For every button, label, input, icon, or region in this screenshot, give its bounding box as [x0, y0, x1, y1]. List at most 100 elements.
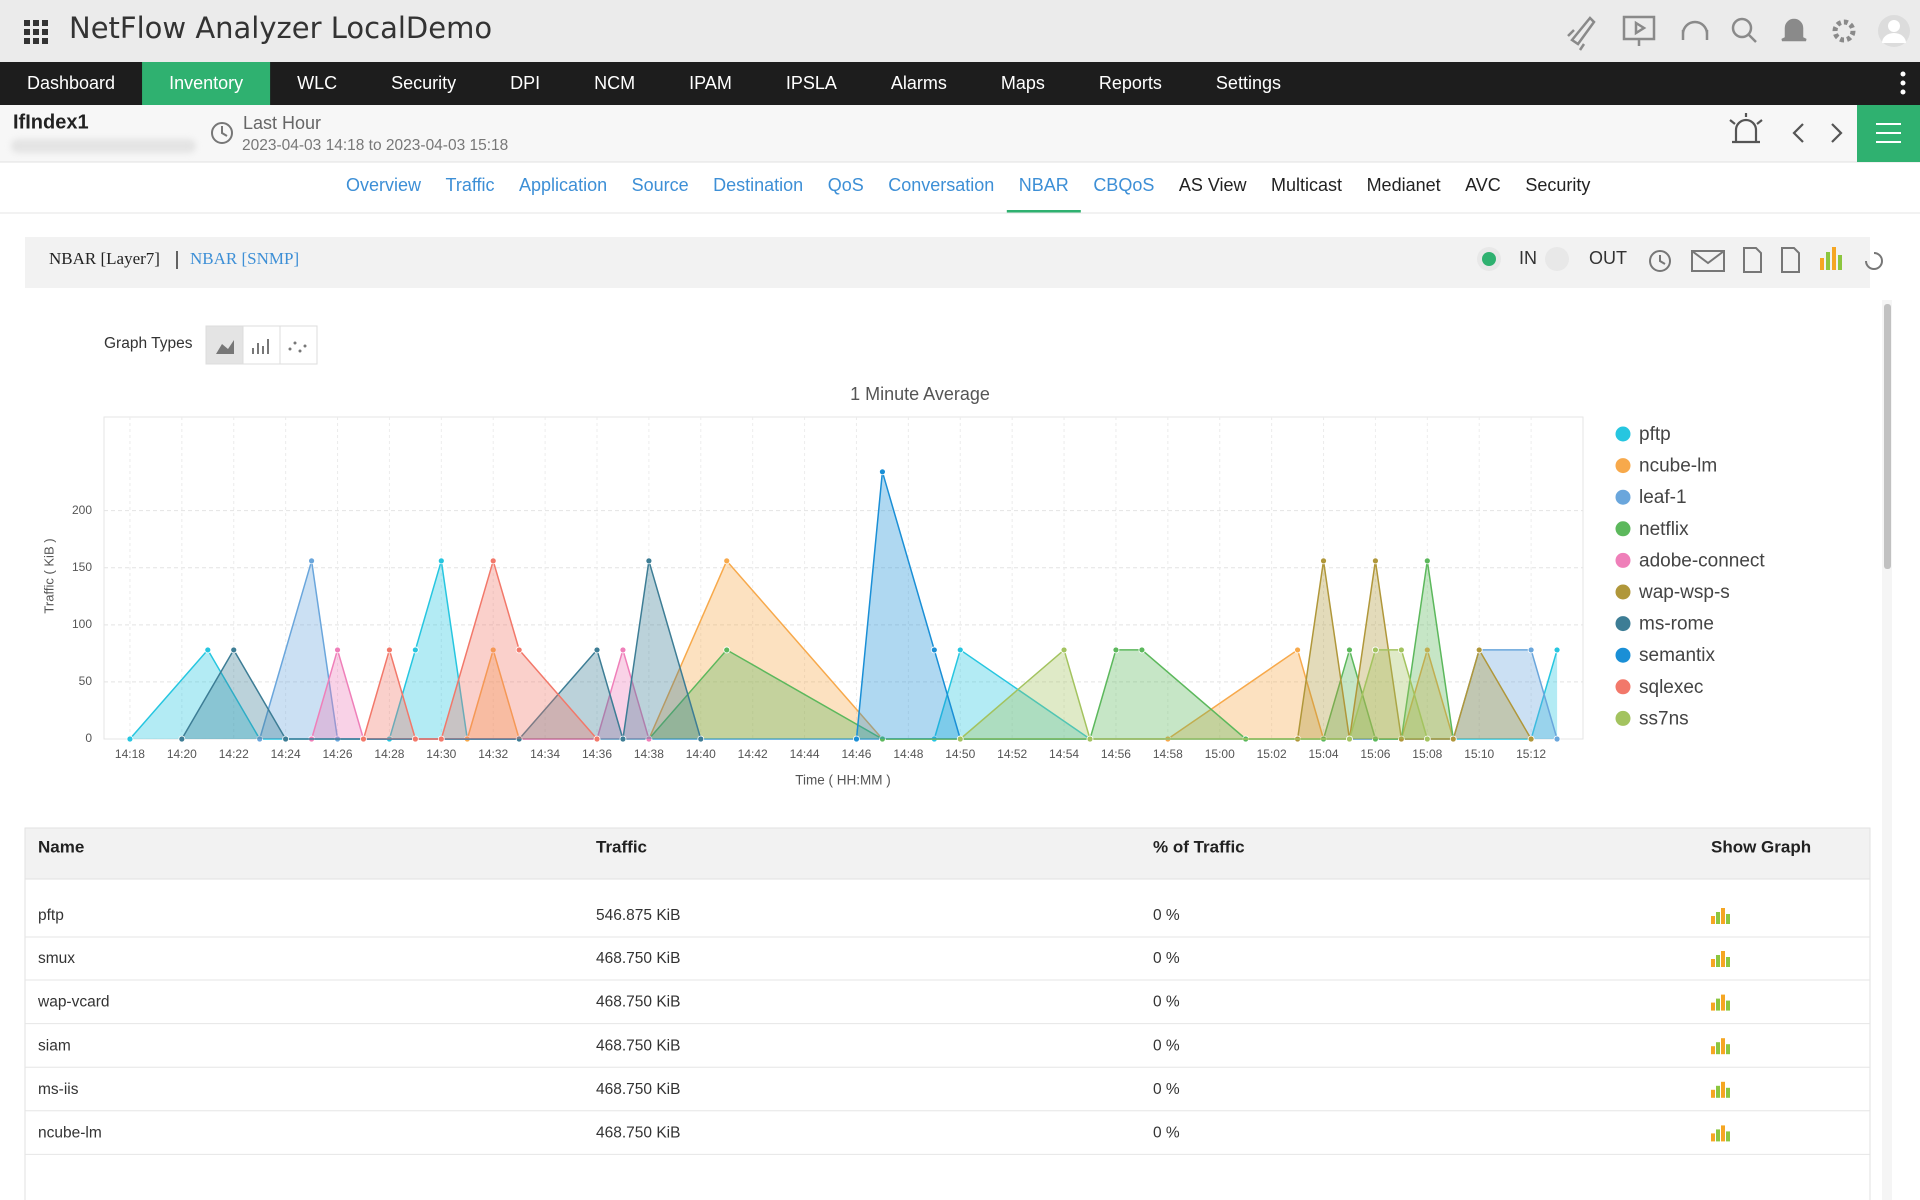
chart-toggle-icon[interactable] — [1820, 247, 1842, 270]
support-icon[interactable] — [1681, 20, 1709, 40]
legend-swatch — [1615, 458, 1631, 474]
settings-icon[interactable] — [1832, 19, 1856, 43]
icon-bar — [1721, 1038, 1725, 1055]
prev-arrow[interactable] — [1792, 123, 1804, 143]
nav-item[interactable]: DPI — [510, 73, 540, 93]
data-point — [489, 646, 497, 654]
show-graph-icon[interactable] — [1711, 1038, 1730, 1055]
report-tab[interactable]: Traffic — [446, 175, 495, 195]
radio-out[interactable] — [1545, 247, 1569, 271]
more-menu[interactable] — [1900, 71, 1906, 95]
report-tab[interactable]: AS View — [1179, 175, 1248, 195]
report-tab[interactable]: Source — [632, 175, 689, 195]
icon-bar — [1721, 1125, 1725, 1142]
bell-icon[interactable] — [1781, 18, 1807, 42]
x-tick-label: 14:58 — [1153, 747, 1183, 761]
refresh-icon[interactable] — [1865, 252, 1883, 270]
legend-label[interactable]: semantix — [1639, 645, 1716, 666]
x-tick-label: 14:48 — [893, 747, 923, 761]
bar-glyph — [252, 339, 269, 354]
apps-icon[interactable] — [24, 20, 48, 44]
x-tick-label: 14:18 — [115, 747, 145, 761]
legend-label[interactable]: leaf-1 — [1639, 487, 1687, 508]
report-tabs: Overview Traffic Application Source Destinat… — [346, 175, 1590, 213]
legend-label[interactable]: pftp — [1639, 424, 1671, 445]
rocket-icon[interactable] — [1567, 16, 1596, 51]
next-arrow[interactable] — [1831, 123, 1843, 143]
x-tick-label: 14:20 — [167, 747, 197, 761]
legend-swatch — [1615, 489, 1631, 505]
alarm-icon[interactable] — [1729, 113, 1763, 144]
report-tab[interactable]: CBQoS — [1093, 175, 1154, 195]
nav-item[interactable]: Inventory — [169, 73, 243, 93]
legend-label[interactable]: wap-wsp-s — [1638, 582, 1730, 603]
report-tab[interactable]: QoS — [828, 175, 864, 195]
x-tick-label: 14:50 — [945, 747, 975, 761]
icon-bar — [1716, 1085, 1720, 1098]
show-graph-icon[interactable] — [1711, 994, 1730, 1011]
nav-item[interactable]: Security — [391, 73, 456, 93]
nav-item[interactable]: IPSLA — [786, 73, 837, 93]
data-point — [1086, 735, 1094, 743]
history-icon[interactable] — [1649, 250, 1671, 272]
data-point — [515, 646, 523, 654]
data-point — [1553, 735, 1561, 743]
csv-icon[interactable] — [1781, 247, 1800, 273]
report-tab[interactable]: Application — [519, 175, 607, 195]
report-tab[interactable]: Medianet — [1367, 175, 1441, 195]
area-fill — [960, 649, 1428, 739]
report-tab[interactable]: Multicast — [1271, 175, 1342, 195]
show-graph-icon[interactable] — [1711, 908, 1730, 924]
legend-label[interactable]: netflix — [1639, 519, 1689, 540]
graph-type-bar[interactable] — [242, 325, 281, 365]
legend-label[interactable]: ss7ns — [1639, 708, 1689, 729]
nav-item[interactable]: WLC — [297, 73, 337, 93]
nav-item[interactable]: Reports — [1099, 73, 1162, 93]
view-link[interactable]: NBAR [SNMP] — [190, 249, 299, 268]
table-cell: 0 % — [1153, 950, 1180, 967]
icon-bar — [1721, 908, 1725, 924]
show-graph-icon[interactable] — [1711, 1081, 1730, 1098]
nav-item[interactable]: Dashboard — [27, 73, 115, 93]
icon-bar — [1721, 1081, 1725, 1098]
pdf-icon[interactable] — [1743, 247, 1762, 273]
report-tab[interactable]: Conversation — [888, 175, 994, 195]
legend-label[interactable]: ms-rome — [1639, 614, 1714, 635]
data-point — [619, 735, 627, 743]
show-graph-icon[interactable] — [1711, 1125, 1730, 1142]
legend-label[interactable]: adobe-connect — [1639, 550, 1765, 571]
table-cell: wap-vcard — [37, 994, 110, 1011]
icon-bar — [1726, 1000, 1730, 1011]
show-graph-icon[interactable] — [1711, 951, 1730, 967]
report-tab[interactable]: Overview — [346, 175, 422, 195]
nav-item[interactable]: Alarms — [891, 73, 947, 93]
search-icon[interactable] — [1731, 17, 1753, 39]
mail-icon[interactable] — [1691, 250, 1725, 272]
legend-label[interactable]: sqlexec — [1639, 677, 1703, 698]
area-glyph — [216, 340, 234, 354]
report-tab[interactable]: AVC — [1465, 175, 1501, 195]
data-point — [230, 646, 238, 654]
graph-type-area[interactable] — [205, 325, 244, 365]
icon-bar — [1711, 1046, 1715, 1055]
icon-bar — [1726, 1044, 1730, 1055]
graph-type-scatter[interactable] — [279, 325, 318, 365]
nav-item[interactable]: Settings — [1216, 73, 1281, 93]
legend-label[interactable]: ncube-lm — [1639, 456, 1717, 477]
report-tab[interactable]: NBAR — [1019, 175, 1069, 195]
nav-item[interactable]: Maps — [1001, 73, 1045, 93]
view-active[interactable]: NBAR [Layer7] — [49, 249, 160, 268]
nav-item[interactable]: IPAM — [689, 73, 732, 93]
table-cell: ncube-lm — [38, 1124, 102, 1141]
data-point — [1320, 557, 1327, 565]
scrollbar-thumb[interactable] — [1884, 304, 1891, 569]
data-point — [1397, 735, 1405, 743]
report-tab[interactable]: Security — [1525, 175, 1590, 195]
report-tab[interactable]: Destination — [713, 175, 803, 195]
x-tick-label: 14:46 — [841, 747, 871, 761]
nav-item[interactable]: NCM — [594, 73, 635, 93]
table-cell: 0 % — [1153, 1124, 1180, 1141]
period[interactable]: Last Hour — [243, 113, 321, 133]
table-cell: 0 % — [1153, 907, 1180, 924]
data-point — [489, 557, 497, 565]
